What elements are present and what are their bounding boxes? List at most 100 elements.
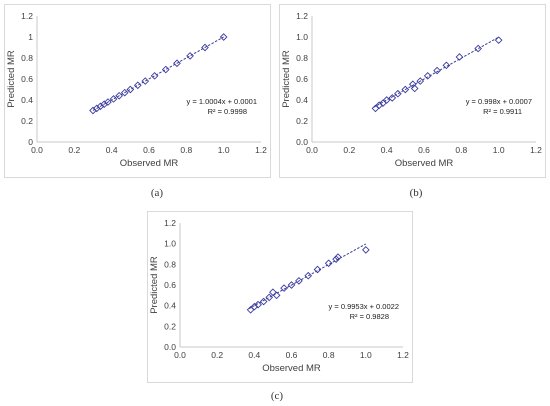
x-tick-label: 0.4 [106,145,118,155]
r-squared-label: R² = 0.9911 [483,107,522,116]
y-axis-title: Predicted MR [281,50,292,108]
r-squared-label: R² = 0.9998 [208,107,247,116]
data-point [401,85,410,94]
data-point [254,300,262,309]
panel-caption-b: (b) [409,187,423,199]
y-tick-label: 0.2 [296,116,308,126]
y-tick-label: 1.0 [296,32,308,42]
x-tick-label: 0.2 [211,350,223,360]
data-point [109,95,118,103]
data-point [126,85,135,94]
y-tick-label: 1.0 [164,239,176,249]
data-point [115,91,123,100]
y-tick-label: 0.8 [164,259,176,269]
x-tick-label: 1.2 [530,145,542,155]
x-tick-label: 1.0 [493,145,505,155]
trend-equation: y = 0.9953x + 0.0022 [329,302,399,311]
data-point [265,293,274,302]
x-tick-label: 1.2 [255,145,267,155]
y-tick-label: 0.2 [164,321,176,331]
x-tick-label: 0.0 [306,145,318,155]
data-point [394,89,402,98]
data-point [120,88,129,97]
panel-caption-c: (c) [270,390,284,402]
data-point [186,52,194,60]
scatter-plot-b: 0.0 0.2 0.4 0.6 0.8 1.0 1.2 0.0 0.2 0.4 0.6 0.8 1.0 1… [279,4,546,178]
y-tick-label: 1.2 [164,218,176,228]
x-axis-title: Observed MR [120,158,179,169]
trendline [248,243,367,310]
y-tick-label: 1.2 [21,11,33,21]
x-tick-label: 0.2 [68,145,80,155]
x-axis-title: Observed MR [262,363,321,374]
trend-equation: y = 1.0004x + 0.0001 [187,97,257,106]
data-point [272,291,281,300]
x-tick-label: 1.2 [397,350,409,360]
y-tick-label: 0.2 [21,116,33,126]
r-squared-label: R² = 0.9828 [350,312,389,321]
y-tick-label: 1 [28,32,33,42]
data-point [173,59,181,68]
y-tick-label: 0.8 [21,53,33,63]
x-tick-label: 0.0 [174,350,186,360]
data-point [287,281,296,289]
data-point [259,297,268,306]
x-tick-label: 0.6 [286,350,298,360]
data-point [433,66,441,75]
y-axis-title: Predicted MR [6,50,17,108]
x-tick-label: 0.8 [455,145,467,155]
y-tick-label: 0.4 [296,95,308,105]
y-tick-label: 0.0 [296,137,308,147]
data-point [332,255,340,264]
data-point [219,33,228,41]
data-point [133,81,142,90]
y-tick-label: 0 [28,137,33,147]
trendline [92,36,224,111]
x-tick-label: 0.8 [323,350,335,360]
y-tick-label: 0.4 [164,301,176,311]
data-point [382,96,391,104]
data-point [388,94,397,102]
trend-equation: y = 0.998x + 0.0007 [466,97,532,106]
data-point [361,246,370,254]
data-point [423,72,432,80]
chart-panel-b: 0.0 0.2 0.4 0.6 0.8 1.0 1.2 0.0 0.2 0.4 0.6 0.8 1.0 1… [279,4,546,178]
data-point [416,77,425,85]
data-point [410,84,419,93]
data-point [304,271,313,280]
data-point [141,77,150,85]
x-tick-label: 0.8 [180,145,192,155]
chart-panel-a: 0.0 0.2 0.4 0.6 0.8 1.0 1.2 0 0.2 0.4 0.6 0.8 1 1.2 Ob… [4,4,271,178]
x-axis-title: Observed MR [395,158,454,169]
data-point [455,53,464,61]
data-point [295,277,303,285]
data-point [334,253,342,261]
y-axis-title: Predicted MR [149,256,160,314]
data-point [324,259,333,268]
y-tick-label: 0.6 [164,280,176,290]
x-tick-label: 0.6 [418,145,430,155]
x-tick-label: 0.4 [248,350,260,360]
y-tick-label: 0.6 [296,74,308,84]
data-point [201,43,209,52]
y-tick-label: 0.8 [296,53,308,63]
scatter-plot-c: 0.0 0.2 0.4 0.6 0.8 1.0 1.2 0.0 0.2 0.4 0.6 0.8 1.0 1… [147,211,413,383]
data-point [104,98,112,106]
chart-frame [147,211,413,383]
x-tick-label: 0.4 [381,145,393,155]
x-tick-label: 0.6 [143,145,155,155]
data-point [150,72,159,80]
x-tick-label: 0.2 [343,145,355,155]
data-point [161,65,170,74]
scatter-plot-a: 0.0 0.2 0.4 0.6 0.8 1.0 1.2 0 0.2 0.4 0.6 0.8 1 1.2 Ob… [4,4,271,178]
y-tick-label: 0.4 [21,95,33,105]
data-point [313,265,322,274]
chart-panel-c: 0.0 0.2 0.4 0.6 0.8 1.0 1.2 0.0 0.2 0.4 0.6 0.8 1.0 1… [147,211,413,383]
x-tick-label: 1.0 [360,350,372,360]
data-point [474,44,482,53]
chart-frame [279,4,546,178]
x-tick-label: 1.0 [218,145,230,155]
y-tick-label: 0.0 [164,342,176,352]
x-tick-label: 0.0 [31,145,43,155]
y-tick-label: 1.2 [296,11,308,21]
